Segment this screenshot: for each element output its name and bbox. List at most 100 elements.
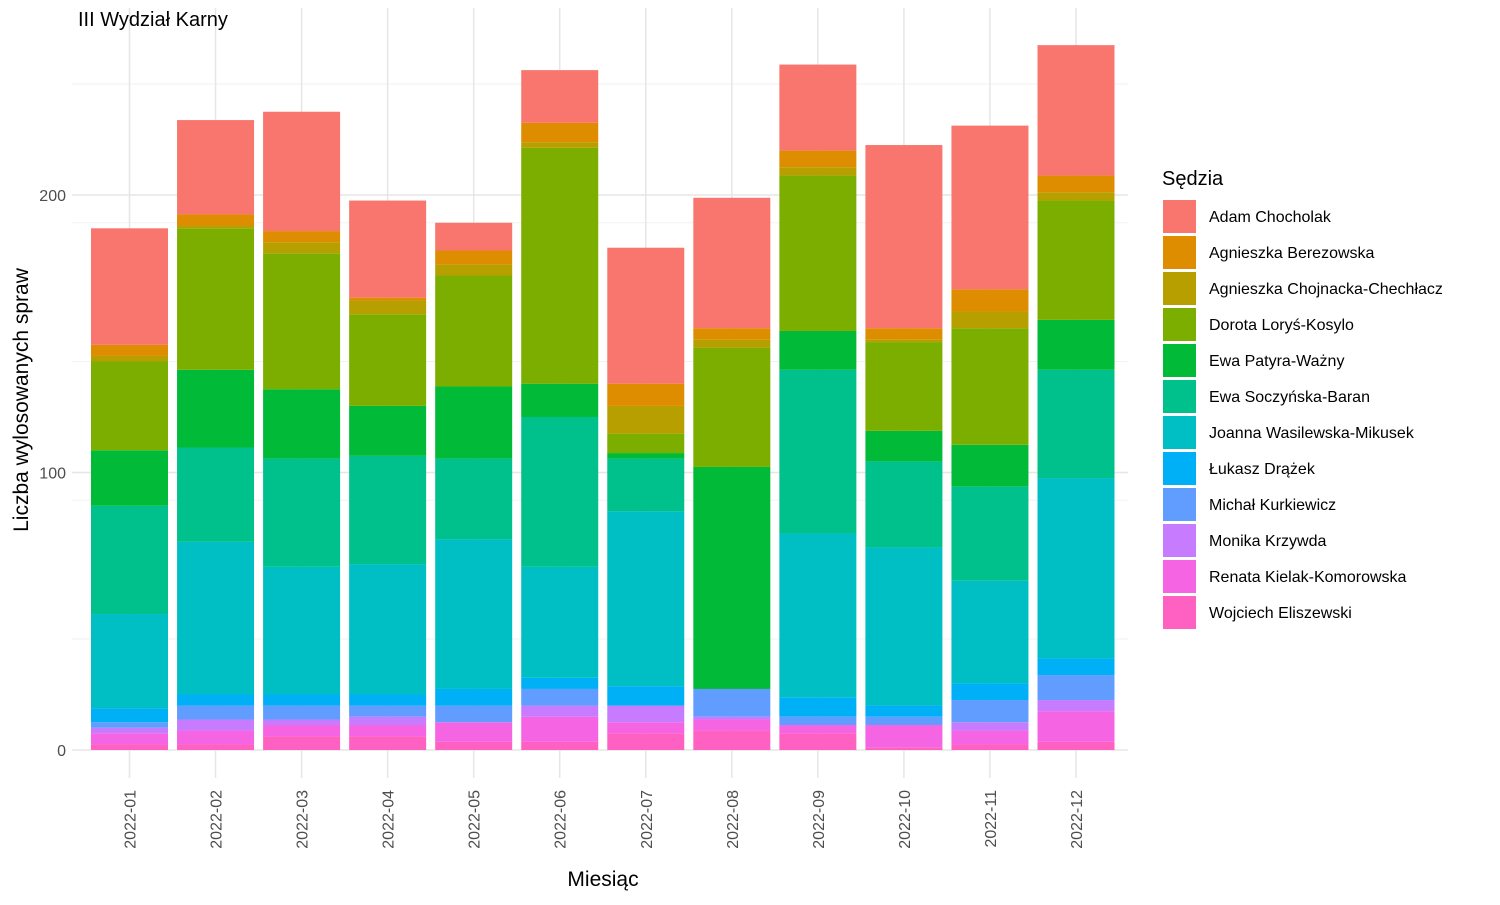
bar-segment (177, 730, 255, 745)
legend-swatch (1163, 452, 1196, 485)
bar-segment (779, 330, 857, 370)
legend-swatch (1163, 344, 1196, 377)
bar-segment (91, 708, 168, 723)
bar-segment (951, 328, 1029, 445)
bar-segment (349, 736, 427, 750)
x-tick-label: 2022-06 (553, 790, 570, 849)
legend-label: Agnieszka Berezowska (1209, 245, 1375, 262)
bar-segment (865, 145, 943, 329)
legend-label: Agnieszka Chojnacka-Chechłacz (1209, 281, 1443, 298)
bar-segment (607, 686, 685, 706)
bar-segment (435, 264, 513, 276)
bar-segment (349, 725, 427, 737)
x-tick-label: 2022-11 (983, 790, 1000, 848)
bar-segment (177, 541, 255, 695)
bar-segment (693, 328, 771, 340)
bar-segment (865, 339, 943, 343)
bar-segment (779, 533, 857, 698)
bar-segment (1037, 700, 1115, 712)
bar-segment (693, 730, 771, 750)
bar-segment (263, 566, 341, 695)
bar-segment (1037, 319, 1115, 370)
legend-label: Ewa Patyra-Ważny (1209, 353, 1344, 370)
legend-label: Dorota Loryś-Kosylo (1209, 317, 1354, 334)
bar-segment (91, 450, 168, 506)
x-tick-label: 2022-10 (897, 790, 914, 849)
bar-segment (177, 744, 255, 750)
bar-segment (951, 125, 1029, 290)
y-tick-label: 100 (39, 466, 66, 483)
legend-swatch (1163, 308, 1196, 341)
bar-segment (91, 727, 168, 734)
legend-title: Sędzia (1162, 168, 1224, 190)
bar-segment (435, 250, 513, 265)
y-tick-label: 200 (39, 188, 66, 205)
bar-segment (779, 175, 857, 331)
legend-label: Monika Krzywda (1209, 533, 1326, 550)
bar-segment (435, 458, 513, 540)
bar-segment (607, 705, 685, 723)
bar-segment (263, 719, 341, 726)
x-tick-label: 2022-07 (639, 790, 656, 849)
legend-swatch (1163, 380, 1196, 413)
bar-segment (607, 453, 685, 459)
legend-label: Renata Kielak-Komorowska (1209, 569, 1407, 586)
bar-segment (521, 383, 599, 417)
legend-swatch (1163, 596, 1196, 629)
y-tick-label: 0 (57, 743, 66, 760)
bar-segment (349, 314, 427, 406)
axes: 0 100 200 2022-01 2022-02 2022-03 2022-04 2022-… (39, 188, 1086, 849)
bar-segment (951, 486, 1029, 581)
bar-segment (263, 736, 341, 750)
bar-segment (865, 725, 943, 748)
y-axis-title: Liczba wylosowanych spraw (10, 267, 33, 532)
x-axis-title: Miesiąc (567, 868, 638, 891)
legend-swatch (1163, 272, 1196, 305)
bar-segment (693, 688, 771, 717)
bar-segment (951, 730, 1029, 745)
legend-label: Wojciech Eliszewski (1209, 605, 1352, 622)
bar-segment (177, 225, 255, 229)
bar-segment (177, 694, 255, 706)
bar-segment (865, 328, 943, 340)
bar-segment (607, 733, 685, 750)
legend-swatch (1163, 488, 1196, 521)
bar-segment (263, 458, 341, 567)
bar-segment (177, 719, 255, 731)
legend-swatch (1163, 416, 1196, 449)
bar-segment (435, 539, 513, 689)
bar-segment (779, 150, 857, 168)
bar-segment (1037, 478, 1115, 659)
bar-segment (435, 275, 513, 387)
bar-segment (779, 369, 857, 534)
bar-segment (521, 70, 599, 123)
bar-segment (779, 716, 857, 726)
bar-segment (521, 741, 599, 750)
bar-segment (951, 311, 1029, 329)
legend-label: Ewa Soczyńska-Baran (1209, 389, 1370, 406)
bar-segment (521, 417, 599, 567)
legend-label: Joanna Wasilewska-Mikusek (1209, 425, 1415, 442)
bar-segment (349, 455, 427, 565)
bar-segment (91, 361, 168, 451)
bar-segment (521, 142, 599, 148)
bar-segment (435, 222, 513, 251)
bar-segment (91, 355, 168, 362)
x-tick-label: 2022-01 (123, 790, 140, 849)
bar-segment (951, 580, 1029, 684)
bar-segment (435, 705, 513, 723)
bar-segment (521, 705, 599, 717)
bar-segment (951, 444, 1029, 487)
bar-segment (1037, 711, 1115, 742)
bar-segment (607, 405, 685, 434)
bar-segment (263, 694, 341, 706)
x-tick-label: 2022-02 (209, 790, 226, 849)
legend: Sędzia Adam Chocholak Agnieszka Berezowsk… (1162, 168, 1443, 629)
bar-segment (177, 214, 255, 226)
bar-segment (349, 564, 427, 695)
bar-segment (779, 167, 857, 176)
bar-segment (865, 461, 943, 548)
bar-segment (91, 228, 168, 345)
